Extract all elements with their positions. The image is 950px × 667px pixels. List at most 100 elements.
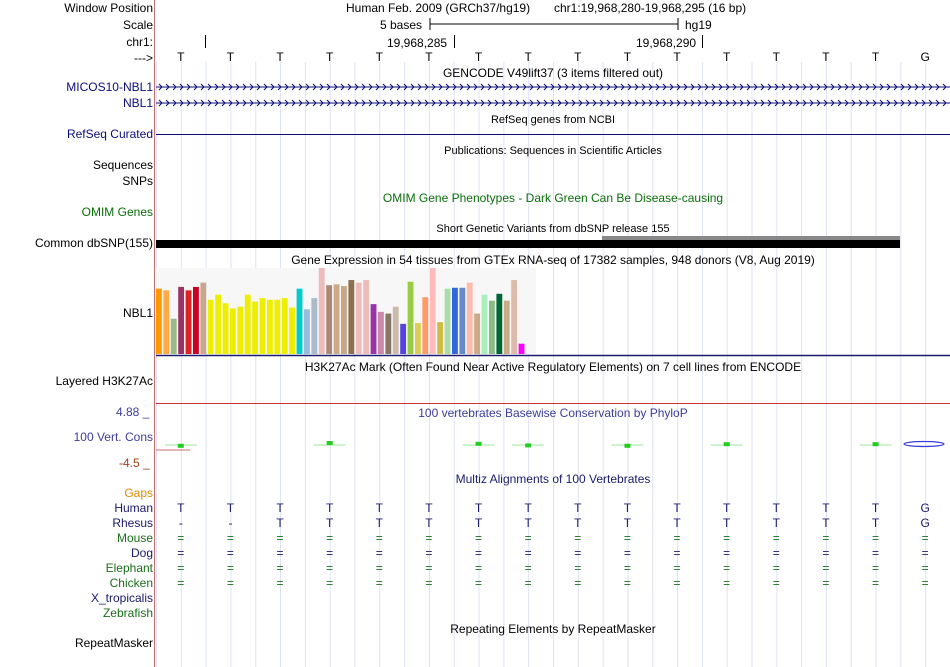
gene-direction-arrow [270,83,275,91]
gene-direction-arrow [746,99,751,107]
gene-direction-arrow [522,99,527,107]
repeatmasker-track-label[interactable]: RepeatMasker [74,636,153,650]
gtex-tissue-bar [385,313,392,354]
alignment-cell: = [624,546,631,560]
gene-direction-arrow [781,83,786,91]
gene-direction-arrow [550,83,555,91]
gene-direction-arrow [711,83,716,91]
gene-direction-arrow [228,99,233,107]
phylop-score-mark [475,441,482,446]
h3k27ac-track-label[interactable]: Layered H3K27Ac [55,374,153,388]
dbsnp-track-label[interactable]: Common dbSNP(155) [34,236,153,250]
gene-direction-arrow [592,99,597,107]
h3k27ac-track-title[interactable]: H3K27Ac Mark (Often Found Near Active Re… [304,360,802,374]
species-label-rhesus[interactable]: Rhesus [112,516,153,530]
gtex-tissue-bar [259,298,266,354]
base-letter: T [773,50,781,64]
refseq-track-label[interactable]: RefSeq Curated [66,127,153,141]
alignment-cell: = [822,561,829,575]
gtex-track-label[interactable]: NBL1 [122,306,153,320]
gene-direction-arrow [704,99,709,107]
gene-direction-arrow [431,83,436,91]
species-label-zebrafish[interactable]: Zebrafish [102,606,153,620]
alignment-cell: = [475,561,482,575]
gene-direction-arrow [753,99,758,107]
publications-sequences-label[interactable]: Sequences [92,158,153,172]
gene-direction-arrow [529,83,534,91]
gene-direction-arrow [424,83,429,91]
repeatmasker-track-title[interactable]: Repeating Elements by RepeatMasker [450,622,656,636]
gtex-tissue-bar [518,343,525,354]
gene-direction-arrow [305,83,310,91]
phylop-track-title[interactable]: 100 vertebrates Basewise Conservation by… [418,406,688,420]
gtex-tissue-bar [378,311,384,354]
gene-label-nbl1[interactable]: NBL1 [122,96,153,110]
gene-direction-arrow [571,83,576,91]
alignment-cell: T [425,501,433,515]
gene-direction-arrow [886,99,891,107]
species-label-x-tropicalis[interactable]: X_tropicalis [90,591,153,605]
phylop-min-value: -4.5 _ [119,456,150,470]
gene-direction-arrow [158,99,163,107]
gene-direction-arrow [186,99,191,107]
refseq-track-title[interactable]: RefSeq genes from NCBI [490,114,616,126]
phylop-score-mark [177,443,184,448]
gene-label-micos10-nbl1[interactable]: MICOS10-NBL1 [66,80,153,94]
dbsnp-variant-bar [156,240,900,248]
omim-track-title[interactable]: OMIM Gene Phenotypes - Dark Green Can Be… [382,191,724,205]
gene-direction-arrow [809,83,814,91]
alignment-cell: = [872,576,879,590]
alignment-cell: T [822,501,830,515]
species-label-chicken[interactable]: Chicken [109,576,153,590]
gene-direction-arrow [277,99,282,107]
alignment-cell: T [624,501,632,515]
gene-direction-arrow [683,99,688,107]
alignment-cell: = [773,576,780,590]
alignment-cell: = [872,531,879,545]
gene-direction-arrow [711,99,716,107]
publications-snps-label[interactable]: SNPs [122,174,153,188]
strand-label[interactable]: ---> [134,51,153,65]
base-letter: T [276,50,284,64]
alignment-cell: T [276,501,284,515]
gtex-tissue-bar [244,294,251,354]
gene-direction-arrow [501,99,506,107]
base-letter: T [227,50,235,64]
dbsnp-track-title[interactable]: Short Genetic Variants from dbSNP releas… [436,223,670,235]
gtex-tissue-bar [274,299,281,354]
gene-direction-arrow [767,99,772,107]
window-range[interactable]: chr1:19,968,280-19,968,295 (16 bp) [554,1,747,15]
gene-direction-arrow [844,99,849,107]
alignment-cell: T [624,516,632,530]
gtex-tissue-bar [444,288,451,354]
multiz-gaps-label[interactable]: Gaps [124,486,153,500]
gencode-track-title[interactable]: GENCODE V49lift37 (3 items filtered out) [442,66,664,80]
alignment-cell: = [624,561,631,575]
gene-direction-arrow [690,99,695,107]
gtex-tissue-bar [407,281,414,354]
gene-direction-arrow [578,99,583,107]
alignment-cell: = [574,561,581,575]
species-label-mouse[interactable]: Mouse [116,531,153,545]
gene-direction-arrow [606,83,611,91]
gtex-tissue-bar [489,300,495,354]
alignment-cell: = [922,576,929,590]
species-label-human[interactable]: Human [114,501,153,515]
alignment-cell: = [376,576,383,590]
alignment-cell: = [723,561,730,575]
gene-direction-arrow [165,99,170,107]
alignment-cell: = [277,576,284,590]
species-label-elephant[interactable]: Elephant [105,561,153,575]
publications-track-title[interactable]: Publications: Sequences in Scientific Ar… [444,145,662,157]
alignment-cell: T [326,501,334,515]
omim-track-label[interactable]: OMIM Genes [81,205,153,219]
gtex-tissue-bar [415,323,421,354]
multiz-track-title[interactable]: Multiz Alignments of 100 Vertebrates [455,472,651,486]
species-label-dog[interactable]: Dog [130,546,153,560]
gtex-tissue-bar [178,286,185,354]
base-letter: T [475,50,483,64]
phylop-track-label[interactable]: 100 Vert. Cons [73,430,153,444]
gtex-track-title[interactable]: Gene Expression in 54 tissues from GTEx … [291,253,815,267]
gene-direction-arrow [424,99,429,107]
